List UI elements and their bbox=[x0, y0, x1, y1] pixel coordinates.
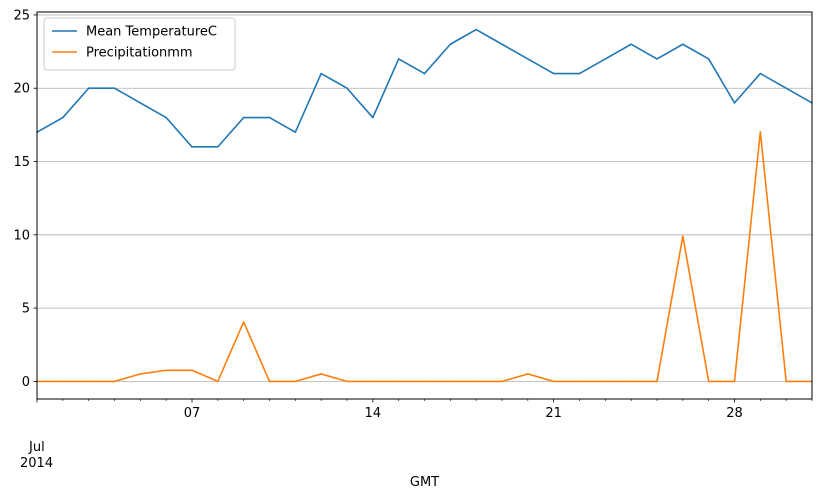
data-point bbox=[578, 380, 581, 383]
data-point bbox=[707, 380, 710, 383]
x-tick-label: 28 bbox=[726, 406, 743, 421]
data-point bbox=[707, 58, 710, 60]
data-point bbox=[320, 373, 322, 375]
data-point bbox=[372, 380, 374, 383]
x-year-label: 2014 bbox=[20, 456, 53, 471]
series-line bbox=[37, 131, 812, 383]
data-point bbox=[217, 146, 219, 148]
data-point bbox=[423, 380, 426, 383]
x-axis-ticks: 07 14 21 28 bbox=[36, 399, 813, 421]
data-point bbox=[268, 380, 271, 383]
data-point bbox=[501, 43, 503, 46]
data-point bbox=[604, 380, 607, 383]
data-point bbox=[449, 43, 452, 46]
data-point bbox=[475, 28, 477, 31]
data-point bbox=[165, 369, 167, 372]
data-point bbox=[449, 380, 452, 383]
x-month-label: Jul bbox=[28, 440, 45, 455]
x-tick-label: 21 bbox=[545, 406, 562, 421]
data-point bbox=[191, 146, 193, 148]
data-point bbox=[113, 380, 116, 383]
data-point bbox=[397, 58, 400, 60]
data-point bbox=[578, 72, 581, 75]
x-tick-label: 14 bbox=[365, 406, 382, 421]
data-point bbox=[372, 116, 374, 119]
data-point bbox=[527, 373, 529, 375]
data-point bbox=[139, 102, 142, 104]
data-point bbox=[268, 116, 271, 119]
x-axis-label: GMT bbox=[410, 475, 439, 490]
data-point bbox=[113, 87, 116, 90]
series-lines bbox=[36, 28, 813, 383]
data-point bbox=[475, 380, 477, 383]
y-axis-ticks: 0 5 10 15 20 25 bbox=[13, 8, 37, 390]
data-point bbox=[217, 380, 219, 383]
data-point bbox=[733, 380, 736, 383]
data-point bbox=[759, 72, 762, 75]
data-point bbox=[552, 72, 555, 75]
y-tick-label: 5 bbox=[22, 302, 30, 317]
legend: Mean TemperatureC Precipitationmm bbox=[43, 17, 236, 71]
data-point bbox=[785, 87, 787, 90]
data-point bbox=[630, 43, 632, 46]
data-point bbox=[242, 321, 245, 323]
y-tick-label: 15 bbox=[13, 155, 30, 170]
data-point bbox=[346, 380, 348, 383]
data-point bbox=[87, 380, 90, 383]
data-point bbox=[165, 116, 167, 119]
data-point bbox=[242, 116, 245, 119]
data-point bbox=[682, 235, 684, 237]
y-tick-label: 0 bbox=[22, 375, 30, 390]
data-point bbox=[682, 43, 684, 46]
data-point bbox=[656, 380, 658, 383]
data-point bbox=[501, 380, 503, 383]
y-gridlines bbox=[37, 14, 812, 382]
data-point bbox=[62, 116, 64, 119]
data-point bbox=[423, 72, 426, 75]
data-point bbox=[294, 380, 297, 383]
series-0 bbox=[36, 28, 813, 148]
legend-box bbox=[43, 17, 236, 71]
y-tick-label: 10 bbox=[13, 228, 30, 243]
data-point bbox=[320, 72, 322, 75]
y-tick-label: 20 bbox=[13, 82, 30, 97]
data-point bbox=[604, 58, 607, 60]
data-point bbox=[139, 373, 142, 375]
data-point bbox=[62, 380, 64, 383]
data-point bbox=[527, 58, 529, 60]
data-point bbox=[87, 87, 90, 90]
data-point bbox=[785, 380, 787, 383]
data-point bbox=[346, 87, 348, 90]
data-point bbox=[733, 102, 736, 104]
series-1 bbox=[36, 131, 813, 383]
data-point bbox=[656, 58, 658, 60]
x-tick-label: 07 bbox=[184, 406, 201, 421]
y-tick-label: 25 bbox=[13, 8, 30, 23]
data-point bbox=[397, 380, 400, 383]
data-point bbox=[552, 380, 555, 383]
legend-entry: Precipitationmm bbox=[86, 46, 193, 61]
legend-entry: Mean TemperatureC bbox=[86, 25, 217, 40]
data-point bbox=[294, 131, 297, 134]
data-point bbox=[191, 369, 193, 372]
data-point bbox=[759, 131, 762, 133]
data-point bbox=[630, 380, 632, 383]
